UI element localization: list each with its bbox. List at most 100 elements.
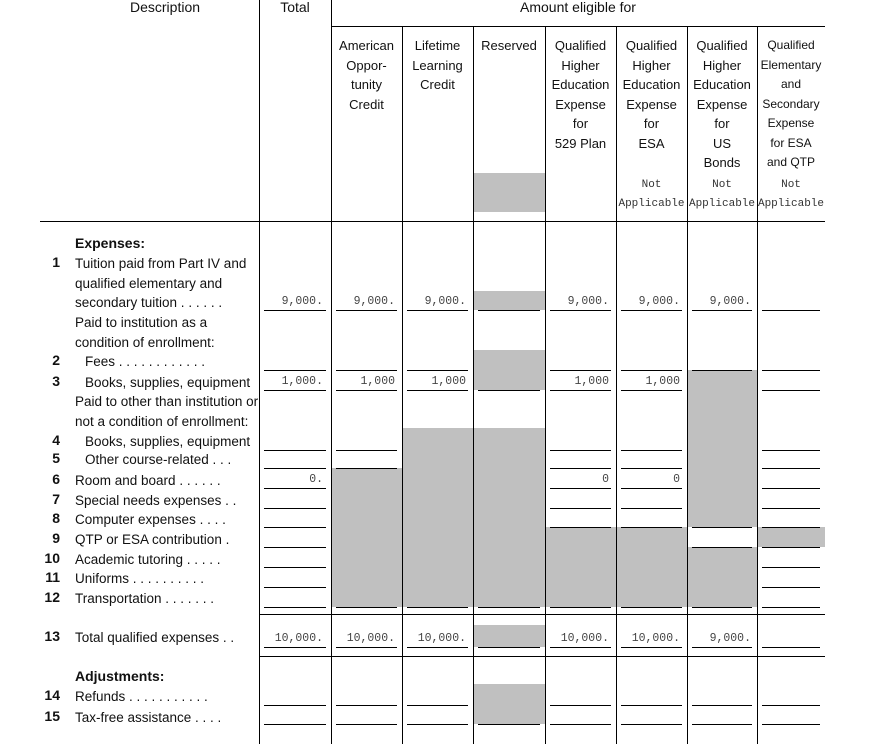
row-label: Fees . . . . . . . . . . . . (85, 352, 205, 372)
column-rule (402, 26, 403, 744)
amount-field[interactable]: 10,000. (631, 632, 680, 645)
row-label: Academic tutoring . . . . . (75, 550, 221, 570)
amount-field-line (762, 390, 820, 391)
amount-field[interactable]: 1,000 (574, 375, 609, 388)
column-header-line: Qualified (696, 38, 748, 53)
amount-field[interactable]: 10,000. (346, 632, 395, 645)
amount-field-line (407, 647, 468, 648)
amount-field-line (336, 468, 397, 469)
amount-field-line (550, 390, 611, 391)
column-header-line: Credit (349, 96, 384, 112)
row-label: Special needs expenses . . (75, 491, 236, 511)
note-line: Applicable (688, 198, 755, 210)
column-header-line: Qualified (625, 38, 678, 53)
amount-field-line (621, 450, 682, 451)
amount-field[interactable]: 10,000. (274, 632, 323, 645)
amount-field[interactable]: 0 (673, 473, 680, 486)
adjustments-section-title: Adjustments: (75, 668, 165, 684)
amount-field-line (692, 310, 752, 311)
amount-field-line (762, 567, 820, 568)
amount-field-line (336, 390, 397, 391)
row-label-line: Academic tutoring . . . . . (75, 552, 221, 567)
column-rule (757, 26, 758, 744)
column-header-3: Reserved (473, 36, 545, 56)
row-label-line: Room and board . . . . . . (75, 473, 221, 488)
amount-field-line (336, 705, 397, 706)
row-label-line: Computer expenses . . . . (75, 512, 226, 527)
amount-field-line (762, 310, 820, 311)
column-header-6: Qualified Higher Education Expense for US Bond… (687, 36, 757, 173)
amount-field[interactable]: 9,000. (638, 295, 680, 308)
amount-field-line (264, 527, 326, 528)
column-header-line: Higher (561, 57, 600, 73)
column-header-line: Expense (767, 116, 815, 130)
column-header-line: Education (551, 77, 610, 92)
amount-field-line (407, 370, 468, 371)
column-header-line: Secondary (762, 96, 820, 111)
amount-field[interactable]: 1,000 (360, 375, 395, 388)
column-header-line: Elementary (760, 57, 822, 72)
amount-field-line (762, 724, 820, 725)
column-header-line: Oppor- (346, 57, 387, 73)
amount-field-line (264, 724, 326, 725)
row-label-line: Fees . . . . . . . . . . . . (85, 354, 206, 369)
amount-field[interactable]: 0. (309, 473, 323, 486)
row-number: 6 (52, 471, 60, 487)
row-label: QTP or ESA contribution . (75, 530, 229, 550)
subhead-line: not a condition of enrollment: (75, 413, 249, 429)
amount-field[interactable]: 1,000 (645, 375, 680, 388)
row-label: Tax-free assistance . . . . (75, 708, 221, 728)
row-number: 15 (44, 708, 60, 724)
column-header-line: for (572, 116, 589, 131)
column-header-line: Bonds (703, 155, 741, 170)
column-header-line: for (714, 116, 730, 131)
amount-field-line (762, 468, 820, 469)
column-rule (687, 26, 688, 744)
row-label-line: Books, supplies, equipment (85, 375, 251, 390)
column-header-line: Credit (420, 77, 455, 92)
row-number: 10 (44, 550, 60, 566)
amount-field[interactable]: 9,000. (709, 632, 751, 645)
amount-field-line (336, 724, 397, 725)
amount-field-line (692, 705, 752, 706)
amount-field-line (621, 607, 682, 608)
shaded-area (331, 468, 402, 607)
column-header-line: Expense (696, 96, 748, 112)
row-label-line: Uniforms . . . . . . . . . . (75, 571, 205, 586)
note-line: Not (641, 179, 662, 191)
amount-field[interactable]: 1,000. (281, 375, 323, 388)
shaded-area (473, 291, 545, 310)
amount-field-line (550, 450, 611, 451)
column-header-line: Reserved (481, 38, 537, 53)
row-number: 8 (52, 510, 60, 526)
shaded-area (687, 547, 757, 607)
subhead-line: Paid to other than institution or (75, 394, 259, 409)
total-bottom-rule (259, 656, 825, 657)
amount-field-line (621, 705, 682, 706)
row-number: 5 (52, 450, 60, 466)
paid-to-other-subhead: Paid to other than institution or not a … (75, 392, 258, 431)
amount-field-line (692, 370, 752, 371)
amount-field-line (692, 527, 752, 528)
column-header-line: Learning (412, 57, 463, 73)
amount-field[interactable]: 10,000. (560, 632, 609, 645)
amount-field-line (264, 468, 326, 469)
amount-field[interactable]: 9,000. (567, 295, 609, 308)
amount-field[interactable]: 9,000. (281, 295, 323, 308)
row-label-line: Tax-free assistance . . . . (75, 710, 222, 725)
description-header: Description (129, 0, 201, 15)
amount-field-line (264, 370, 326, 371)
column-header-line: Qualified (767, 38, 815, 52)
amount-field[interactable]: 1,000 (431, 375, 466, 388)
amount-field-line (264, 547, 326, 548)
row-label-line: Tuition paid from Part IV and (75, 256, 247, 271)
amount-field[interactable]: 9,000. (709, 295, 751, 308)
not-applicable-note: Not Applicable (616, 176, 687, 214)
amount-field[interactable]: 9,000. (353, 295, 395, 308)
amount-field[interactable]: 9,000. (424, 295, 466, 308)
column-header-7: Qualified Elementary and Secondary Expense fo… (757, 36, 825, 173)
amount-field[interactable]: 0 (602, 473, 609, 486)
amount-field-line (621, 310, 682, 311)
amount-field[interactable]: 10,000. (417, 632, 466, 645)
amount-field-line (550, 488, 611, 489)
